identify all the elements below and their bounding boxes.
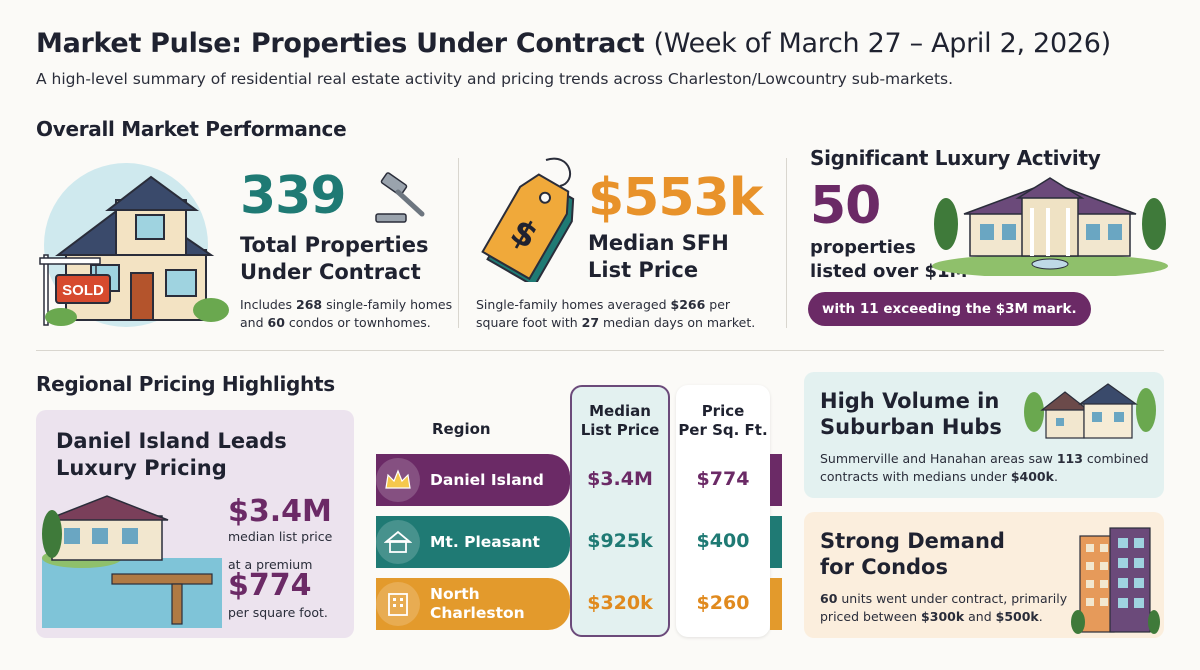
condos-text: 60 units went under contract, primarily …: [820, 591, 1068, 624]
row-ppsf: $774: [696, 468, 750, 490]
building-icon: [376, 582, 420, 626]
ppsf-column: [676, 385, 770, 637]
luxury-label: properties listed over $1M: [810, 237, 968, 282]
median-sfh-label: Median SFH List Price: [588, 231, 729, 282]
luxury-pill: with 11 exceeding the $3M mark.: [808, 292, 1091, 326]
daniel-price: $3.4M: [228, 494, 332, 529]
crown-icon: [376, 458, 420, 502]
overall-heading: Overall Market Performance: [36, 117, 347, 141]
condos-card: Strong Demand for Condos 60 units went u…: [804, 512, 1164, 638]
suburban-text: Summerville and Hanahan areas saw 113 co…: [820, 451, 1149, 484]
page-title: Market Pulse: Properties Under Contract …: [36, 28, 1111, 59]
divider: [458, 158, 459, 328]
section-divider: [36, 350, 1164, 351]
daniel-premium-label: at a premium: [228, 557, 313, 572]
daniel-island-card: Daniel Island Leads Luxury Pricing $3.4M…: [36, 410, 354, 638]
table-region-header: Region: [432, 420, 491, 438]
suburban-card: High Volume in Suburban Hubs Summerville…: [804, 372, 1164, 498]
daniel-ppsf-label: per square foot.: [228, 605, 328, 620]
row-median: $320k: [587, 592, 653, 614]
row-accent: [770, 578, 782, 630]
luxury-heading: Significant Luxury Activity: [810, 146, 1101, 170]
total-label: Total Properties Under Contract: [240, 233, 429, 284]
median-column-highlight: [570, 385, 670, 637]
mansion-illustration: [930, 172, 1170, 278]
divider: [786, 158, 787, 328]
row-ppsf: $260: [696, 592, 750, 614]
table-row: North Charleston: [376, 578, 570, 630]
row-accent: [770, 516, 782, 568]
daniel-card-title: Daniel Island Leads Luxury Pricing: [56, 429, 287, 480]
table-median-header: Median List Price: [580, 402, 660, 439]
daniel-ppsf: $774: [228, 568, 312, 603]
total-note: Includes 268 single-family homes and 60 …: [240, 297, 453, 330]
regional-heading: Regional Pricing Highlights: [36, 372, 335, 396]
condos-title: Strong Demand for Condos: [820, 529, 1005, 579]
table-row: Mt. Pleasant: [376, 516, 570, 568]
table-row: Daniel Island: [376, 454, 570, 506]
house-illustration: SOLD: [36, 155, 232, 327]
row-region: Mt. Pleasant: [430, 533, 540, 551]
condo-building-illustration: [1070, 522, 1160, 636]
total-under-contract-value: 339: [240, 166, 347, 226]
house-icon: [376, 520, 420, 564]
median-sfh-value: $553k: [588, 168, 763, 228]
row-median: $925k: [587, 530, 653, 552]
daniel-price-label: median list price: [228, 529, 333, 544]
row-accent: [770, 454, 782, 506]
waterfront-home-illustration: [42, 494, 222, 634]
row-region: Daniel Island: [430, 471, 544, 489]
table-ppsf-header: Price Per Sq. Ft.: [678, 402, 768, 439]
luxury-count: 50: [810, 176, 881, 236]
row-median: $3.4M: [587, 468, 653, 490]
suburban-title: High Volume in Suburban Hubs: [820, 389, 1002, 439]
row-ppsf: $400: [696, 530, 750, 552]
suburban-houses-illustration: [1022, 380, 1158, 442]
sold-sign-text: SOLD: [62, 282, 104, 299]
row-region: North Charleston: [430, 585, 525, 622]
page-subtitle: A high-level summary of residential real…: [36, 70, 954, 88]
gavel-icon: [368, 170, 432, 226]
median-note: Single-family homes averaged $266 per sq…: [476, 297, 756, 330]
price-tag-icon: $: [476, 152, 586, 288]
